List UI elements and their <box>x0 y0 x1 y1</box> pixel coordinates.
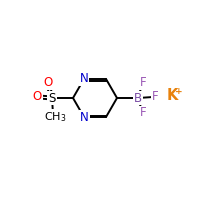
Text: N: N <box>80 111 89 124</box>
Text: F: F <box>140 106 146 119</box>
Text: F: F <box>152 90 158 104</box>
Text: S: S <box>48 92 56 104</box>
Text: N: N <box>80 72 88 85</box>
Text: O: O <box>43 76 53 90</box>
Text: +: + <box>175 86 182 96</box>
Text: CH$_3$: CH$_3$ <box>44 110 66 124</box>
Text: O: O <box>32 90 42 104</box>
Text: B: B <box>134 92 142 104</box>
Text: K: K <box>166 88 178 104</box>
Text: F: F <box>140 76 146 90</box>
